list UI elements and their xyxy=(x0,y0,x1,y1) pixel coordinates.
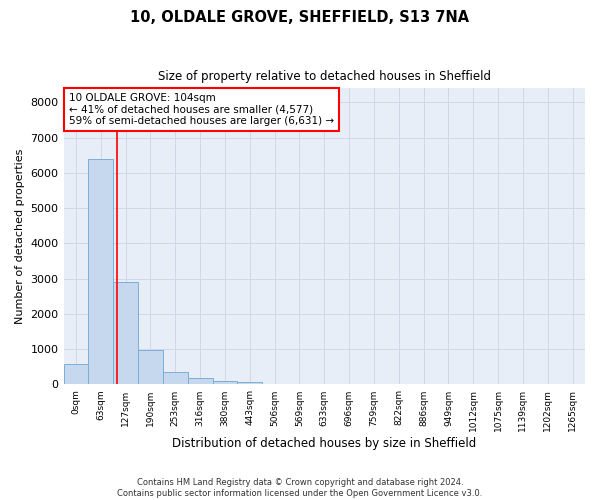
Bar xyxy=(138,350,163,384)
Bar xyxy=(238,382,262,384)
Text: 10, OLDALE GROVE, SHEFFIELD, S13 7NA: 10, OLDALE GROVE, SHEFFIELD, S13 7NA xyxy=(130,10,470,25)
Bar xyxy=(88,159,113,384)
Title: Size of property relative to detached houses in Sheffield: Size of property relative to detached ho… xyxy=(158,70,491,83)
Bar xyxy=(163,372,188,384)
Y-axis label: Number of detached properties: Number of detached properties xyxy=(15,148,25,324)
Bar xyxy=(64,364,88,384)
X-axis label: Distribution of detached houses by size in Sheffield: Distribution of detached houses by size … xyxy=(172,437,476,450)
Bar xyxy=(188,378,212,384)
Text: Contains HM Land Registry data © Crown copyright and database right 2024.
Contai: Contains HM Land Registry data © Crown c… xyxy=(118,478,482,498)
Bar xyxy=(113,282,138,385)
Bar xyxy=(212,381,238,384)
Text: 10 OLDALE GROVE: 104sqm
← 41% of detached houses are smaller (4,577)
59% of semi: 10 OLDALE GROVE: 104sqm ← 41% of detache… xyxy=(69,93,334,126)
